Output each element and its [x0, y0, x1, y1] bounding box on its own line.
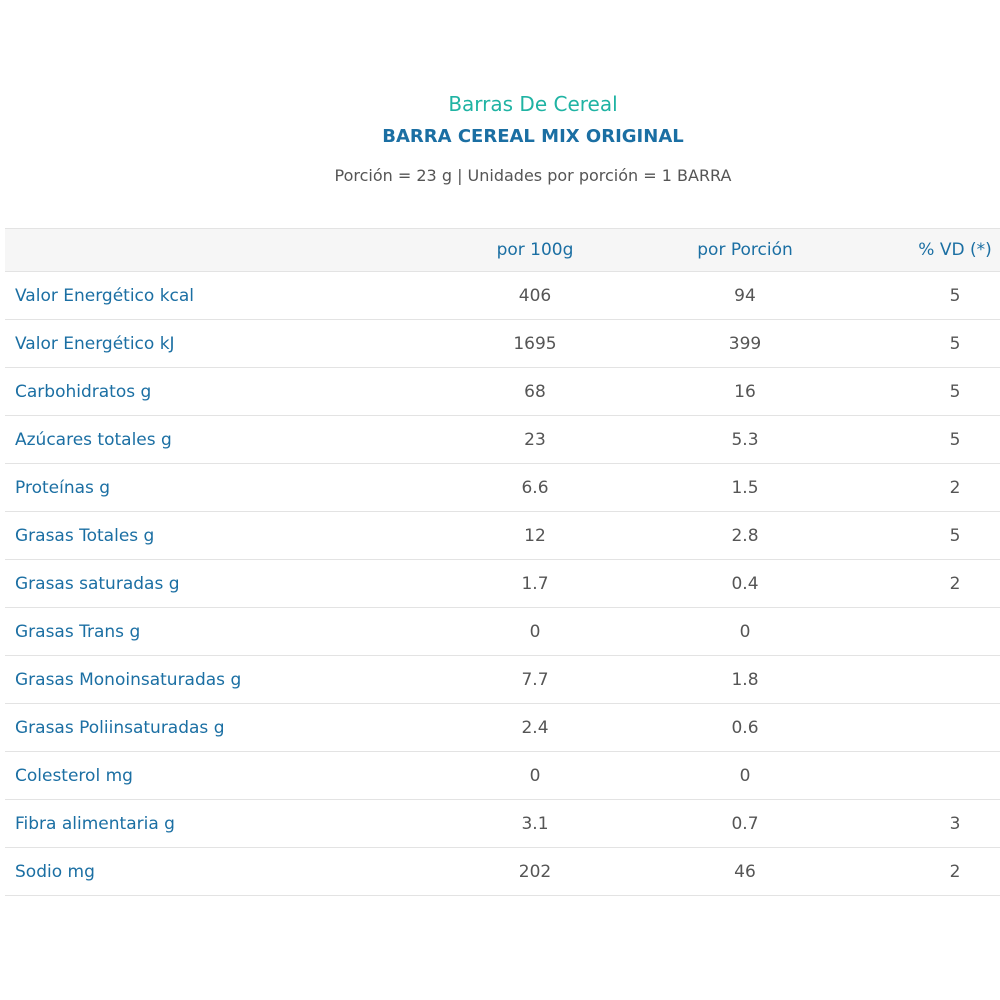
nutrient-value: 2.4	[521, 717, 549, 738]
nutrient-value: 399	[728, 333, 762, 354]
table-row: Valor Energético kcal 406 94 5	[5, 272, 1000, 320]
category-title: Barras De Cereal	[448, 92, 618, 116]
table-row: Grasas Totales g 12 2.8 5	[5, 512, 1000, 560]
table-row: Fibra alimentaria g 3.1 0.7 3	[5, 800, 1000, 848]
table-row: Valor Energético kJ 1695 399 5	[5, 320, 1000, 368]
nutrient-value: 1.8	[731, 669, 759, 690]
nutrient-value: 94	[734, 285, 756, 306]
nutrient-value: 1.7	[521, 573, 549, 594]
nutrient-value: 202	[518, 861, 552, 882]
nutrient-value: 23	[524, 429, 546, 450]
nutrient-label: Grasas Monoinsaturadas g	[15, 669, 242, 690]
nutrient-value: 5	[949, 285, 961, 306]
nutrient-value: 2	[949, 477, 961, 498]
table-row: Grasas Trans g 0 0	[5, 608, 1000, 656]
column-header: % VD (*)	[918, 240, 992, 260]
nutrient-value: 0.7	[731, 813, 759, 834]
table-row: Grasas Poliinsaturadas g 2.4 0.6	[5, 704, 1000, 752]
nutrient-label: Carbohidratos g	[15, 381, 152, 402]
portion-info: Porción = 23 g | Unidades por porción = …	[334, 166, 732, 185]
nutrient-value: 3	[949, 813, 961, 834]
nutrient-label: Proteínas g	[15, 477, 111, 498]
column-header: por Porción	[697, 240, 793, 260]
nutrient-value: 2	[949, 861, 961, 882]
table-row: Sodio mg 202 46 2	[5, 848, 1000, 896]
table-row: Colesterol mg 0 0	[5, 752, 1000, 800]
nutrient-value: 2	[949, 573, 961, 594]
nutrient-value: 68	[524, 381, 546, 402]
nutrient-value: 0	[529, 765, 541, 786]
nutrient-label: Valor Energético kJ	[15, 333, 175, 354]
nutrient-label: Fibra alimentaria g	[15, 813, 175, 834]
nutrient-value: 2.8	[731, 525, 759, 546]
nutrient-label: Grasas Totales g	[15, 525, 155, 546]
nutrient-label: Grasas Trans g	[15, 621, 141, 642]
nutrient-value: 406	[518, 285, 552, 306]
nutrient-label: Sodio mg	[15, 861, 95, 882]
nutrient-label: Colesterol mg	[15, 765, 133, 786]
nutrient-value: 16	[734, 381, 756, 402]
nutrient-value: 6.6	[521, 477, 549, 498]
table-row: Proteínas g 6.6 1.5 2	[5, 464, 1000, 512]
nutrient-label: Grasas Poliinsaturadas g	[15, 717, 225, 738]
nutrient-label: Grasas saturadas g	[15, 573, 180, 594]
nutrient-value: 46	[734, 861, 756, 882]
nutrient-value: 0.4	[731, 573, 759, 594]
nutrient-value: 12	[524, 525, 546, 546]
nutrient-value: 5	[949, 429, 961, 450]
nutrient-value: 0	[529, 621, 541, 642]
nutrient-value: 5	[949, 381, 961, 402]
nutrient-value: 0	[739, 765, 751, 786]
product-title: BARRA CEREAL MIX ORIGINAL	[382, 126, 684, 147]
table-row: Carbohidratos g 68 16 5	[5, 368, 1000, 416]
nutrient-value: 5	[949, 333, 961, 354]
nutrient-value: 1.5	[731, 477, 759, 498]
column-header: por 100g	[496, 240, 574, 260]
nutrition-table: por 100g por Porción % VD (*) Valor Energét…	[5, 228, 1000, 896]
nutrient-value: 5.3	[731, 429, 759, 450]
table-row: Grasas saturadas g 1.7 0.4 2	[5, 560, 1000, 608]
nutrient-value: 1695	[513, 333, 557, 354]
header-row: por 100g por Porción % VD (*)	[5, 229, 1000, 272]
table-row: Azúcares totales g 23 5.3 5	[5, 416, 1000, 464]
nutrient-value: 7.7	[521, 669, 549, 690]
nutrient-value: 3.1	[521, 813, 549, 834]
nutrient-label: Valor Energético kcal	[15, 285, 195, 306]
nutrient-value: 0	[739, 621, 751, 642]
table-row: Grasas Monoinsaturadas g 7.7 1.8	[5, 656, 1000, 704]
nutrient-value: 5	[949, 525, 961, 546]
nutrient-label: Azúcares totales g	[15, 429, 172, 450]
nutrient-value: 0.6	[731, 717, 759, 738]
